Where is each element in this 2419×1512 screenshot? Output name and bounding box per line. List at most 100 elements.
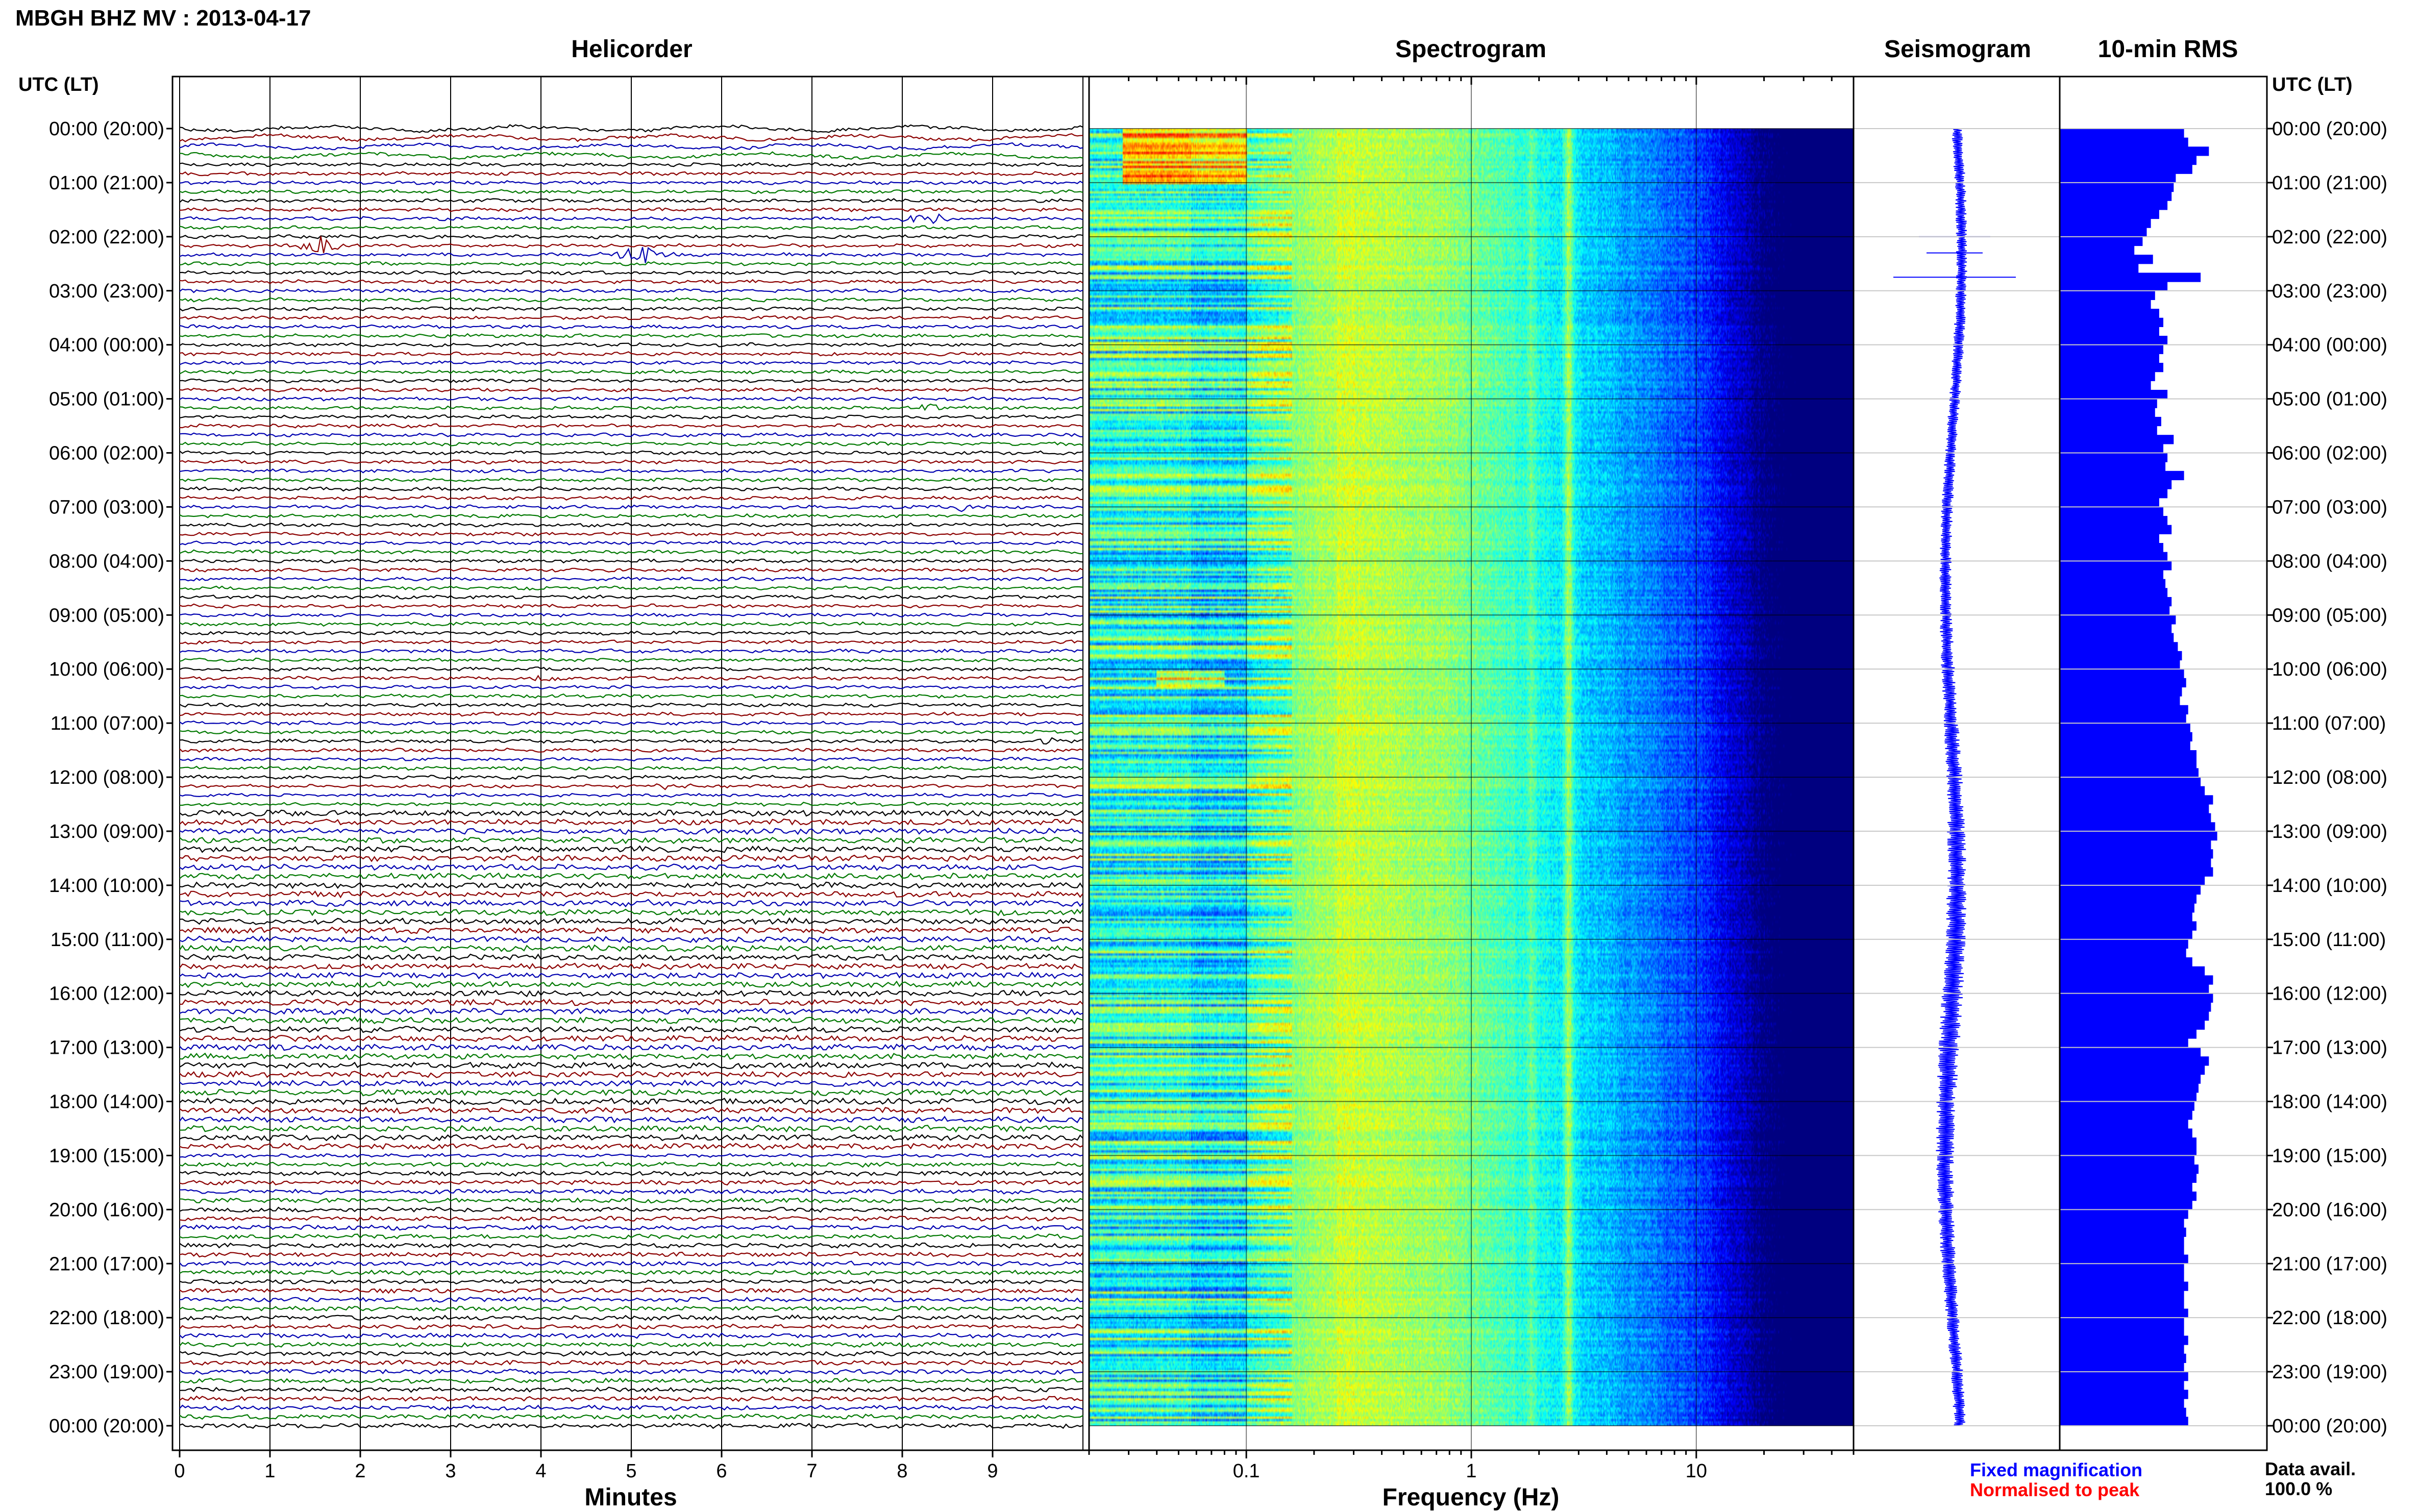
time-label-right: 23:00 (19:00): [2272, 1361, 2387, 1383]
helicorder-trace: [179, 189, 1083, 194]
rms-bar: [2060, 1155, 2194, 1165]
rms-bar: [2060, 300, 2151, 309]
rms-frame: [2059, 76, 2268, 1451]
rms-bar: [2060, 1119, 2188, 1129]
helicorder-trace: [179, 1350, 1083, 1357]
helicorder-trace: [179, 1088, 1083, 1097]
rms-bar: [2060, 579, 2166, 588]
minute-tick-label: 0: [174, 1460, 185, 1482]
rms-bar: [2060, 1110, 2192, 1120]
helicorder-trace: [179, 315, 1083, 320]
helicorder-trace: [179, 414, 1083, 419]
rms-bar: [2060, 1227, 2186, 1237]
rms-bar: [2060, 1353, 2186, 1364]
rms-bar: [2060, 822, 2215, 832]
rms-bar: [2060, 155, 2196, 165]
helicorder-trace: [179, 213, 1083, 225]
rms-bar: [2060, 1011, 2209, 1021]
helicorder-trace: [179, 962, 1083, 971]
helicorder-trace: [179, 845, 1083, 853]
rms-bar: [2060, 1029, 2196, 1039]
helicorder-trace: [179, 403, 1083, 411]
helicorder-trace: [179, 729, 1083, 735]
rms-bar: [2060, 714, 2186, 724]
helicorder-trace: [179, 459, 1083, 465]
rms-bar: [2060, 146, 2209, 156]
helicorder-trace: [179, 603, 1083, 609]
helicorder-trace: [179, 1395, 1083, 1402]
helicorder-trace: [179, 142, 1083, 151]
rms-bar: [2060, 1335, 2188, 1345]
rms-bar: [2060, 786, 2205, 796]
rms-bar: [2060, 1101, 2194, 1111]
helicorder-trace: [179, 468, 1083, 474]
rms-bar: [2060, 1137, 2196, 1147]
helicorder-trace: [179, 809, 1083, 817]
helicorder-trace: [179, 881, 1083, 889]
helicorder-trace: [179, 998, 1083, 1006]
minute-tick-label: 6: [716, 1460, 727, 1482]
rms-bar: [2060, 1146, 2196, 1156]
helicorder-trace: [179, 594, 1083, 600]
minute-tick-label: 5: [626, 1460, 636, 1482]
time-label-left: 08:00 (04:00): [49, 551, 164, 572]
rms-bar: [2060, 858, 2211, 868]
station-title: MBGH BHZ MV : 2013-04-17: [15, 6, 311, 31]
helicorder-trace: [179, 1359, 1083, 1366]
helicorder-trace: [179, 980, 1083, 988]
time-label-left: 21:00 (17:00): [49, 1253, 164, 1275]
rms-bar: [2060, 470, 2184, 481]
helicorder-trace: [179, 207, 1083, 212]
helicorder-trace: [179, 333, 1083, 339]
rms-bar: [2060, 1218, 2184, 1228]
helicorder-trace: [179, 1377, 1083, 1384]
rms-bar: [2060, 1173, 2196, 1183]
helicorder-trace: [179, 989, 1083, 998]
helicorder-trace: [179, 1179, 1083, 1186]
rms-bar: [2060, 1407, 2186, 1417]
rms-bar: [2060, 615, 2176, 625]
helicorder-trace: [179, 684, 1083, 690]
helicorder-trace: [179, 1314, 1083, 1321]
rms-bar: [2060, 354, 2159, 363]
time-label-right: 00:00 (20:00): [2272, 118, 2387, 140]
helicorder-trace: [179, 1305, 1083, 1312]
time-label-right: 09:00 (05:00): [2272, 605, 2387, 626]
rms-title: 10-min RMS: [2098, 36, 2238, 63]
utc-lt-label-left: UTC (LT): [18, 74, 99, 95]
helicorder-trace: [179, 1386, 1083, 1393]
rms-bar: [2060, 1417, 2188, 1426]
helicorder-trace: [179, 1143, 1083, 1151]
rms-bar: [2060, 1390, 2188, 1399]
time-label-left: 12:00 (08:00): [49, 767, 164, 788]
rms-bar: [2060, 191, 2172, 201]
time-label-left: 04:00 (00:00): [49, 335, 164, 356]
time-label-right: 04:00 (00:00): [2272, 335, 2387, 356]
rms-bar: [2060, 236, 2143, 246]
time-label-right: 22:00 (18:00): [2272, 1307, 2387, 1329]
helicorder-trace: [179, 1106, 1083, 1114]
helicorder-trace: [179, 917, 1083, 925]
minute-tick-label: 8: [897, 1460, 907, 1482]
rms-bar: [2060, 633, 2174, 642]
rms-bar: [2060, 1291, 2184, 1300]
helicorder-trace: [179, 1026, 1083, 1034]
time-label-right: 12:00 (08:00): [2272, 767, 2387, 788]
helicorder-trace: [179, 953, 1083, 961]
helicorder-trace: [179, 1061, 1083, 1070]
rms-bar: [2060, 255, 2153, 264]
helicorder-trace: [179, 567, 1083, 573]
helicorder-trace: [179, 261, 1083, 266]
helicorder-trace: [179, 1079, 1083, 1087]
data-avail-label: Data avail.: [2265, 1458, 2356, 1479]
rms-bar: [2060, 1318, 2184, 1327]
rms-bar: [2060, 228, 2147, 237]
time-label-right: 01:00 (21:00): [2272, 172, 2387, 194]
time-label-right: 03:00 (23:00): [2272, 281, 2387, 302]
time-label-right: 14:00 (10:00): [2272, 875, 2387, 897]
helicorder-trace: [179, 872, 1083, 880]
rms-bar: [2060, 1308, 2188, 1318]
rms-bar: [2060, 1083, 2199, 1093]
helicorder-trace: [179, 1170, 1083, 1177]
rms-bar: [2060, 1263, 2184, 1273]
